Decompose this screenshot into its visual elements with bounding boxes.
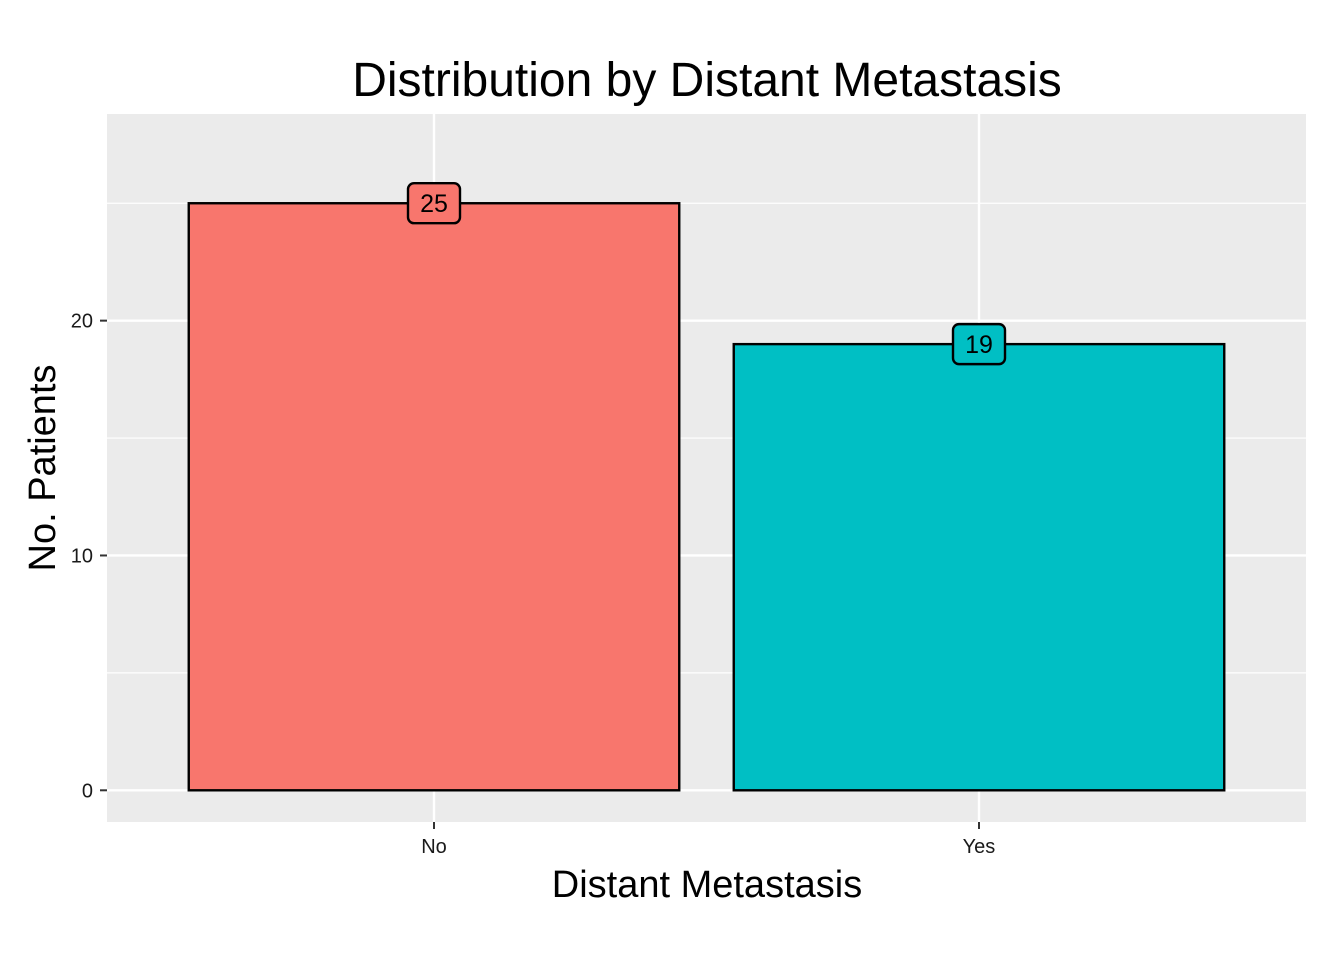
data-labels: 25 19 (406, 182, 1007, 366)
y-axis-title: No. Patients (22, 365, 64, 572)
y-tick-label: 10 (71, 545, 93, 567)
x-tick-label: No (421, 836, 447, 858)
bar-no (187, 202, 681, 792)
y-axis: 0 10 20 (71, 311, 107, 802)
x-axis-title: Distant Metastasis (552, 864, 862, 906)
y-tick-label: 0 (82, 780, 93, 802)
x-axis: No Yes (421, 822, 995, 858)
x-tick-label: Yes (963, 836, 996, 858)
y-tick-label: 20 (71, 311, 93, 333)
data-label-yes: 19 (965, 331, 993, 359)
bar-yes (732, 342, 1226, 792)
data-label-box-no (406, 182, 462, 225)
data-label-box-yes (951, 322, 1007, 366)
bars (187, 202, 1226, 792)
data-label-no: 25 (420, 190, 448, 218)
chart-title: Distribution by Distant Metastasis (352, 54, 1062, 107)
